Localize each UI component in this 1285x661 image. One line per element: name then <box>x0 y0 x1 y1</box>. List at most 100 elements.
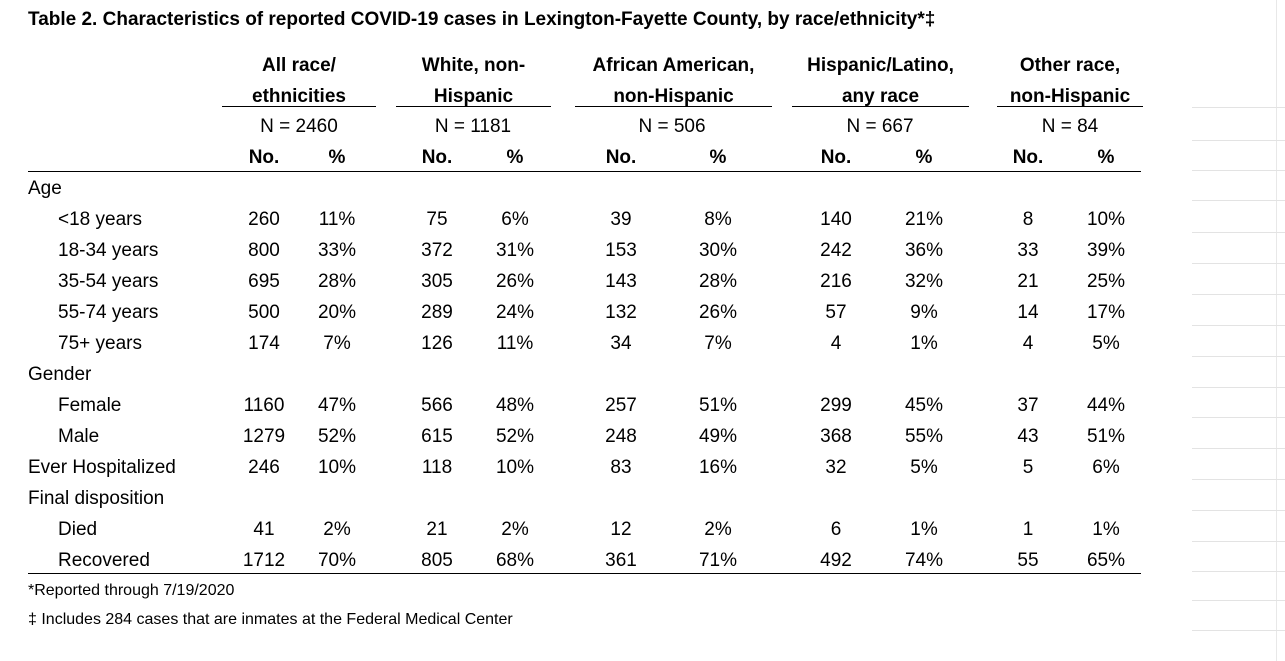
cell-count: 500 <box>248 302 280 323</box>
group-header-underline <box>792 106 969 107</box>
cell-count: 143 <box>605 271 637 292</box>
row-section-label: Final disposition <box>28 488 165 509</box>
gridline <box>1192 387 1285 388</box>
cell-count: 33 <box>1017 240 1039 261</box>
subheader-percent: % <box>1097 147 1115 168</box>
cell-percent: 1% <box>910 519 938 540</box>
cell-count: 800 <box>248 240 280 261</box>
cell-count: 34 <box>610 333 632 354</box>
group-n-count: N = 1181 <box>434 116 512 137</box>
group-header-line1: Hispanic/Latino, <box>807 55 954 76</box>
cell-percent: 10% <box>1086 209 1126 230</box>
table-title: Table 2. Characteristics of reported COV… <box>28 9 936 30</box>
gridline <box>1192 510 1285 511</box>
cell-count: 153 <box>605 240 637 261</box>
cell-percent: 17% <box>1086 302 1126 323</box>
group-header-line1: All race/ <box>262 55 336 76</box>
cell-percent: 30% <box>698 240 738 261</box>
group-header-underline <box>575 106 772 107</box>
cell-count: 132 <box>605 302 637 323</box>
cell-percent: 74% <box>904 550 944 571</box>
cell-percent: 7% <box>323 333 351 354</box>
cell-count: 492 <box>820 550 852 571</box>
cell-percent: 55% <box>904 426 944 447</box>
cell-count: 12 <box>610 519 632 540</box>
group-n-count: N = 667 <box>846 116 914 137</box>
cell-percent: 44% <box>1086 395 1126 416</box>
cell-percent: 28% <box>317 271 357 292</box>
cell-count: 372 <box>421 240 453 261</box>
cell-percent: 49% <box>698 426 738 447</box>
column-group-header: All race/ethnicities <box>222 50 376 112</box>
gridline <box>1276 0 1277 661</box>
group-n-count: N = 2460 <box>260 116 338 137</box>
row-label: 75+ years <box>58 333 142 354</box>
row-label: 55-74 years <box>58 302 159 323</box>
cell-count: 126 <box>421 333 453 354</box>
column-group-header: Other race, non-Hispanic <box>997 50 1143 112</box>
cell-percent: 52% <box>317 426 357 447</box>
cell-percent: 45% <box>904 395 944 416</box>
cell-count: 55 <box>1017 550 1039 571</box>
group-n-count: N = 84 <box>1041 116 1099 137</box>
cell-count: 1712 <box>242 550 286 571</box>
subheader-percent: % <box>915 147 933 168</box>
gridline <box>1192 140 1285 141</box>
group-header-line1: African American, <box>592 55 755 76</box>
gridline <box>1192 541 1285 542</box>
cell-percent: 11% <box>318 209 356 230</box>
cell-percent: 21% <box>904 209 944 230</box>
cell-percent: 25% <box>1086 271 1126 292</box>
table-bottom-rule <box>28 573 1141 574</box>
cell-percent: 32% <box>904 271 944 292</box>
cell-count: 216 <box>820 271 852 292</box>
cell-percent: 70% <box>317 550 357 571</box>
row-section-label: Gender <box>28 364 92 385</box>
group-header-line2: non-Hispanic <box>1009 86 1131 107</box>
cell-percent: 1% <box>1092 519 1120 540</box>
cell-count: 615 <box>421 426 453 447</box>
cell-percent: 65% <box>1086 550 1126 571</box>
cell-percent: 20% <box>317 302 357 323</box>
cell-count: 242 <box>820 240 852 261</box>
cell-percent: 8% <box>704 209 732 230</box>
cell-count: 246 <box>248 457 280 478</box>
cell-percent: 2% <box>704 519 732 540</box>
cell-percent: 28% <box>698 271 738 292</box>
cell-percent: 24% <box>495 302 535 323</box>
cell-percent: 11% <box>496 333 534 354</box>
gridline <box>1192 571 1285 572</box>
cell-count: 8 <box>1022 209 1034 230</box>
cell-percent: 10% <box>495 457 535 478</box>
cell-count: 37 <box>1017 395 1039 416</box>
group-header-underline <box>396 106 551 107</box>
group-header-underline <box>997 106 1143 107</box>
row-label: Male <box>58 426 100 447</box>
cell-percent: 48% <box>495 395 535 416</box>
column-group-header: Hispanic/Latino, any race <box>792 50 969 112</box>
group-header-line1: White, non- <box>421 55 526 76</box>
gridline <box>1192 325 1285 326</box>
gridline <box>1192 417 1285 418</box>
cell-count: 57 <box>825 302 847 323</box>
cell-percent: 7% <box>704 333 732 354</box>
cell-count: 4 <box>1022 333 1034 354</box>
row-label: 18-34 years <box>58 240 159 261</box>
cell-percent: 5% <box>910 457 938 478</box>
cell-percent: 26% <box>698 302 738 323</box>
gridline <box>1192 200 1285 201</box>
cell-percent: 68% <box>495 550 535 571</box>
cell-percent: 47% <box>317 395 357 416</box>
cell-count: 4 <box>830 333 842 354</box>
subheader-percent: % <box>328 147 346 168</box>
group-header-line2: Hispanic <box>433 86 514 107</box>
cell-count: 305 <box>421 271 453 292</box>
gridline <box>1192 479 1285 480</box>
cell-count: 1160 <box>243 395 285 416</box>
subheader-no: No. <box>248 147 280 168</box>
cell-count: 6 <box>830 519 842 540</box>
cell-percent: 6% <box>501 209 529 230</box>
row-label: Female <box>58 395 122 416</box>
cell-count: 118 <box>421 457 453 478</box>
cell-count: 566 <box>421 395 453 416</box>
